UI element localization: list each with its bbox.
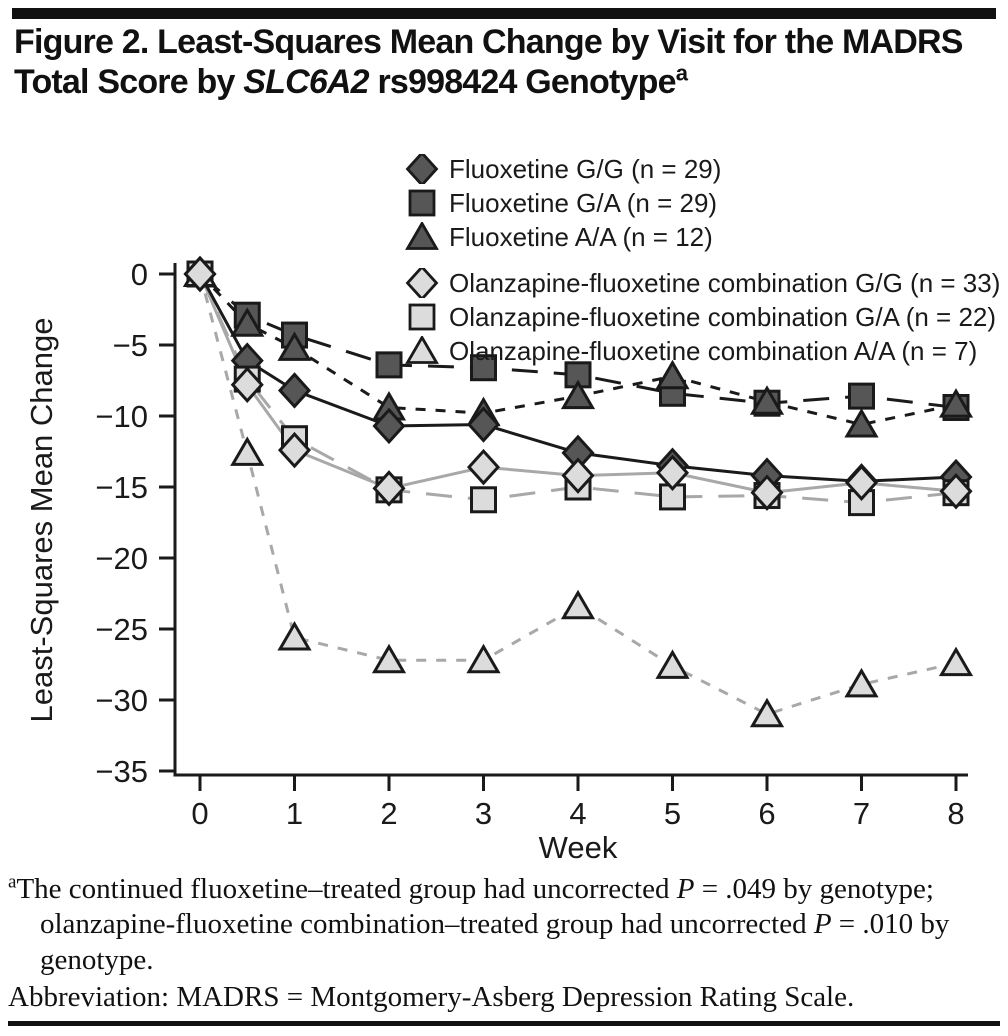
footnote-text: = .049 by genotype; olanzapine-fluoxetin… (40, 873, 934, 941)
title-footnote-marker: a (675, 60, 688, 86)
y-tick-label: −20 (95, 541, 148, 576)
series-line-2 (198, 272, 957, 427)
title-line2-suffix: rs998424 Genotype (368, 63, 676, 102)
diamond-light-icon (405, 268, 439, 298)
series-line-1 (199, 272, 957, 409)
legend-item-ofc-gg: Olanzapine-fluoxetine combination G/G (n… (405, 266, 1000, 300)
legend-item-fluoxetine-gg: Fluoxetine G/G (n = 29) (405, 152, 1000, 186)
triangle-light-icon (405, 336, 439, 364)
legend-item-fluoxetine-ga: Fluoxetine G/A (n = 29) (405, 186, 1000, 220)
y-tick-label: −10 (95, 399, 148, 434)
legend-label: Fluoxetine A/A (n = 12) (449, 221, 713, 252)
x-tick-label: 8 (947, 796, 964, 831)
footnote-a: aThe continued fluoxetine–treated group … (8, 872, 1004, 978)
title-line1: Figure 2. Least-Squares Mean Change by V… (14, 23, 963, 61)
series-line-5 (198, 273, 957, 716)
plot: 0 −5 −10 −15 −20 −25 −30 −35 0 1 2 3 4 5 6 7 8 Week Least-… (24, 255, 974, 865)
legend-item-ofc-aa: Olanzapine-fluoxetine combination A/A (n… (405, 334, 1000, 368)
y-tick-label: 0 (131, 257, 148, 292)
x-tick-label: 7 (853, 796, 870, 831)
y-axis-title: Least-Squares Mean Change (24, 318, 59, 723)
footnote: aThe continued fluoxetine–treated group … (8, 872, 1004, 1016)
x-tick-label: 4 (569, 796, 586, 831)
y-tick-label: −15 (95, 470, 148, 505)
footnote-text: = .010 by genotype. (40, 908, 950, 976)
x-tick-label: 6 (758, 796, 775, 831)
abbreviation: Abbreviation: MADRS = Montgomery-Asberg … (8, 981, 855, 1014)
x-tick-label: 3 (475, 796, 492, 831)
figure-title: Figure 2. Least-Squares Mean Change by V… (14, 22, 996, 102)
legend-label: Fluoxetine G/G (n = 29) (449, 153, 722, 184)
legend-label: Olanzapine-fluoxetine combination G/G (n… (449, 267, 1001, 298)
x-tick-label: 5 (664, 796, 681, 831)
legend-item-fluoxetine-aa: Fluoxetine A/A (n = 12) (405, 220, 1000, 254)
p-value-symbol: P (676, 873, 695, 905)
legend: Fluoxetine G/G (n = 29) Fluoxetine G/A (… (405, 152, 1000, 368)
x-tick-label: 2 (380, 796, 397, 831)
series-markers-3 (183, 255, 973, 511)
y-tick-label: −5 (113, 328, 148, 363)
x-axis-title: Week (539, 830, 618, 865)
y-tick-label: −30 (95, 683, 148, 718)
y-tick-label: −25 (95, 612, 148, 647)
series-line-0 (198, 273, 957, 483)
series-line-4 (198, 273, 957, 505)
bottom-rule (8, 1021, 1000, 1026)
top-rule (12, 8, 996, 19)
legend-item-ofc-ga: Olanzapine-fluoxetine combination G/A (n… (405, 300, 1000, 334)
gene-name: SLC6A2 (243, 63, 369, 102)
x-tick-label: 0 (191, 796, 208, 831)
x-tick-label: 1 (286, 796, 303, 831)
series-markers-5 (182, 257, 974, 728)
footnote-text: The continued fluoxetine–treated group h… (16, 873, 677, 905)
triangle-dark-icon (405, 222, 439, 250)
legend-label: Fluoxetine G/A (n = 29) (449, 187, 718, 218)
square-light-icon (408, 303, 436, 331)
title-line2-prefix: Total Score by (14, 63, 244, 102)
diamond-dark-icon (405, 154, 439, 184)
legend-label: Olanzapine-fluoxetine combination G/A (n… (449, 301, 997, 332)
y-tick-label: −35 (95, 754, 148, 789)
legend-label: Olanzapine-fluoxetine combination A/A (n… (449, 335, 978, 366)
square-dark-icon (408, 189, 436, 217)
axes (159, 263, 968, 791)
footnote-marker: a (8, 871, 17, 893)
series-line-3 (198, 273, 957, 495)
p-value-symbol: P (813, 908, 832, 941)
axis-labels: 0 −5 −10 −15 −20 −25 −30 −35 0 1 2 3 4 5 6 7 8 Week Least-… (24, 257, 965, 865)
